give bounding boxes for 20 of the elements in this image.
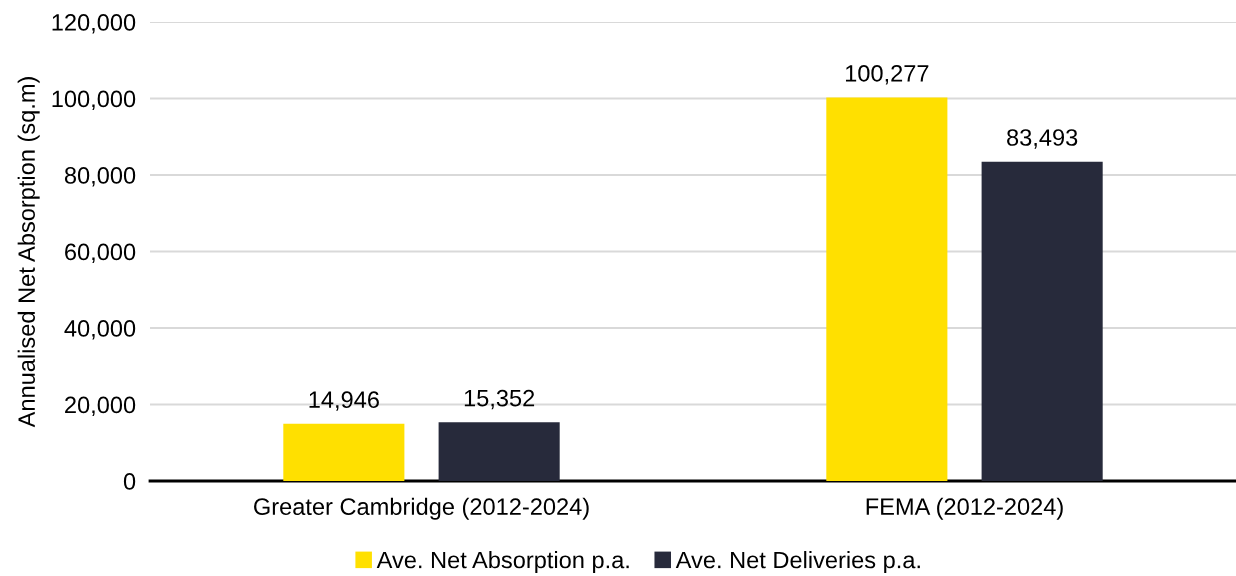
legend-label: Ave. Net Deliveries p.a.	[675, 551, 920, 574]
x-tick-label: FEMA (2012-2024)	[866, 497, 1063, 520]
y-tick-label: 40,000	[64, 320, 136, 340]
y-axis-title: Annualised Net Absorption (sq.m)	[17, 77, 40, 428]
y-tick-label: 120,000	[52, 14, 136, 34]
legend-label: Ave. Net Absorption p.a.	[376, 551, 629, 574]
y-tick-label: 0	[123, 473, 136, 490]
data-label: 14,946	[309, 391, 379, 411]
x-tick-label: Greater Cambridge (2012-2024)	[254, 497, 589, 520]
bar	[438, 422, 560, 481]
y-tick-label: 100,000	[52, 90, 136, 111]
data-label: 15,352	[464, 389, 535, 410]
bar	[283, 423, 405, 481]
data-label: 100,277	[845, 64, 929, 85]
bar	[981, 161, 1103, 481]
y-tick-label: 80,000	[64, 167, 136, 187]
data-label: 83,493	[1007, 129, 1078, 149]
y-tick-label: 20,000	[65, 396, 136, 417]
y-tick-label: 60,000	[65, 243, 136, 264]
bar	[826, 97, 948, 481]
